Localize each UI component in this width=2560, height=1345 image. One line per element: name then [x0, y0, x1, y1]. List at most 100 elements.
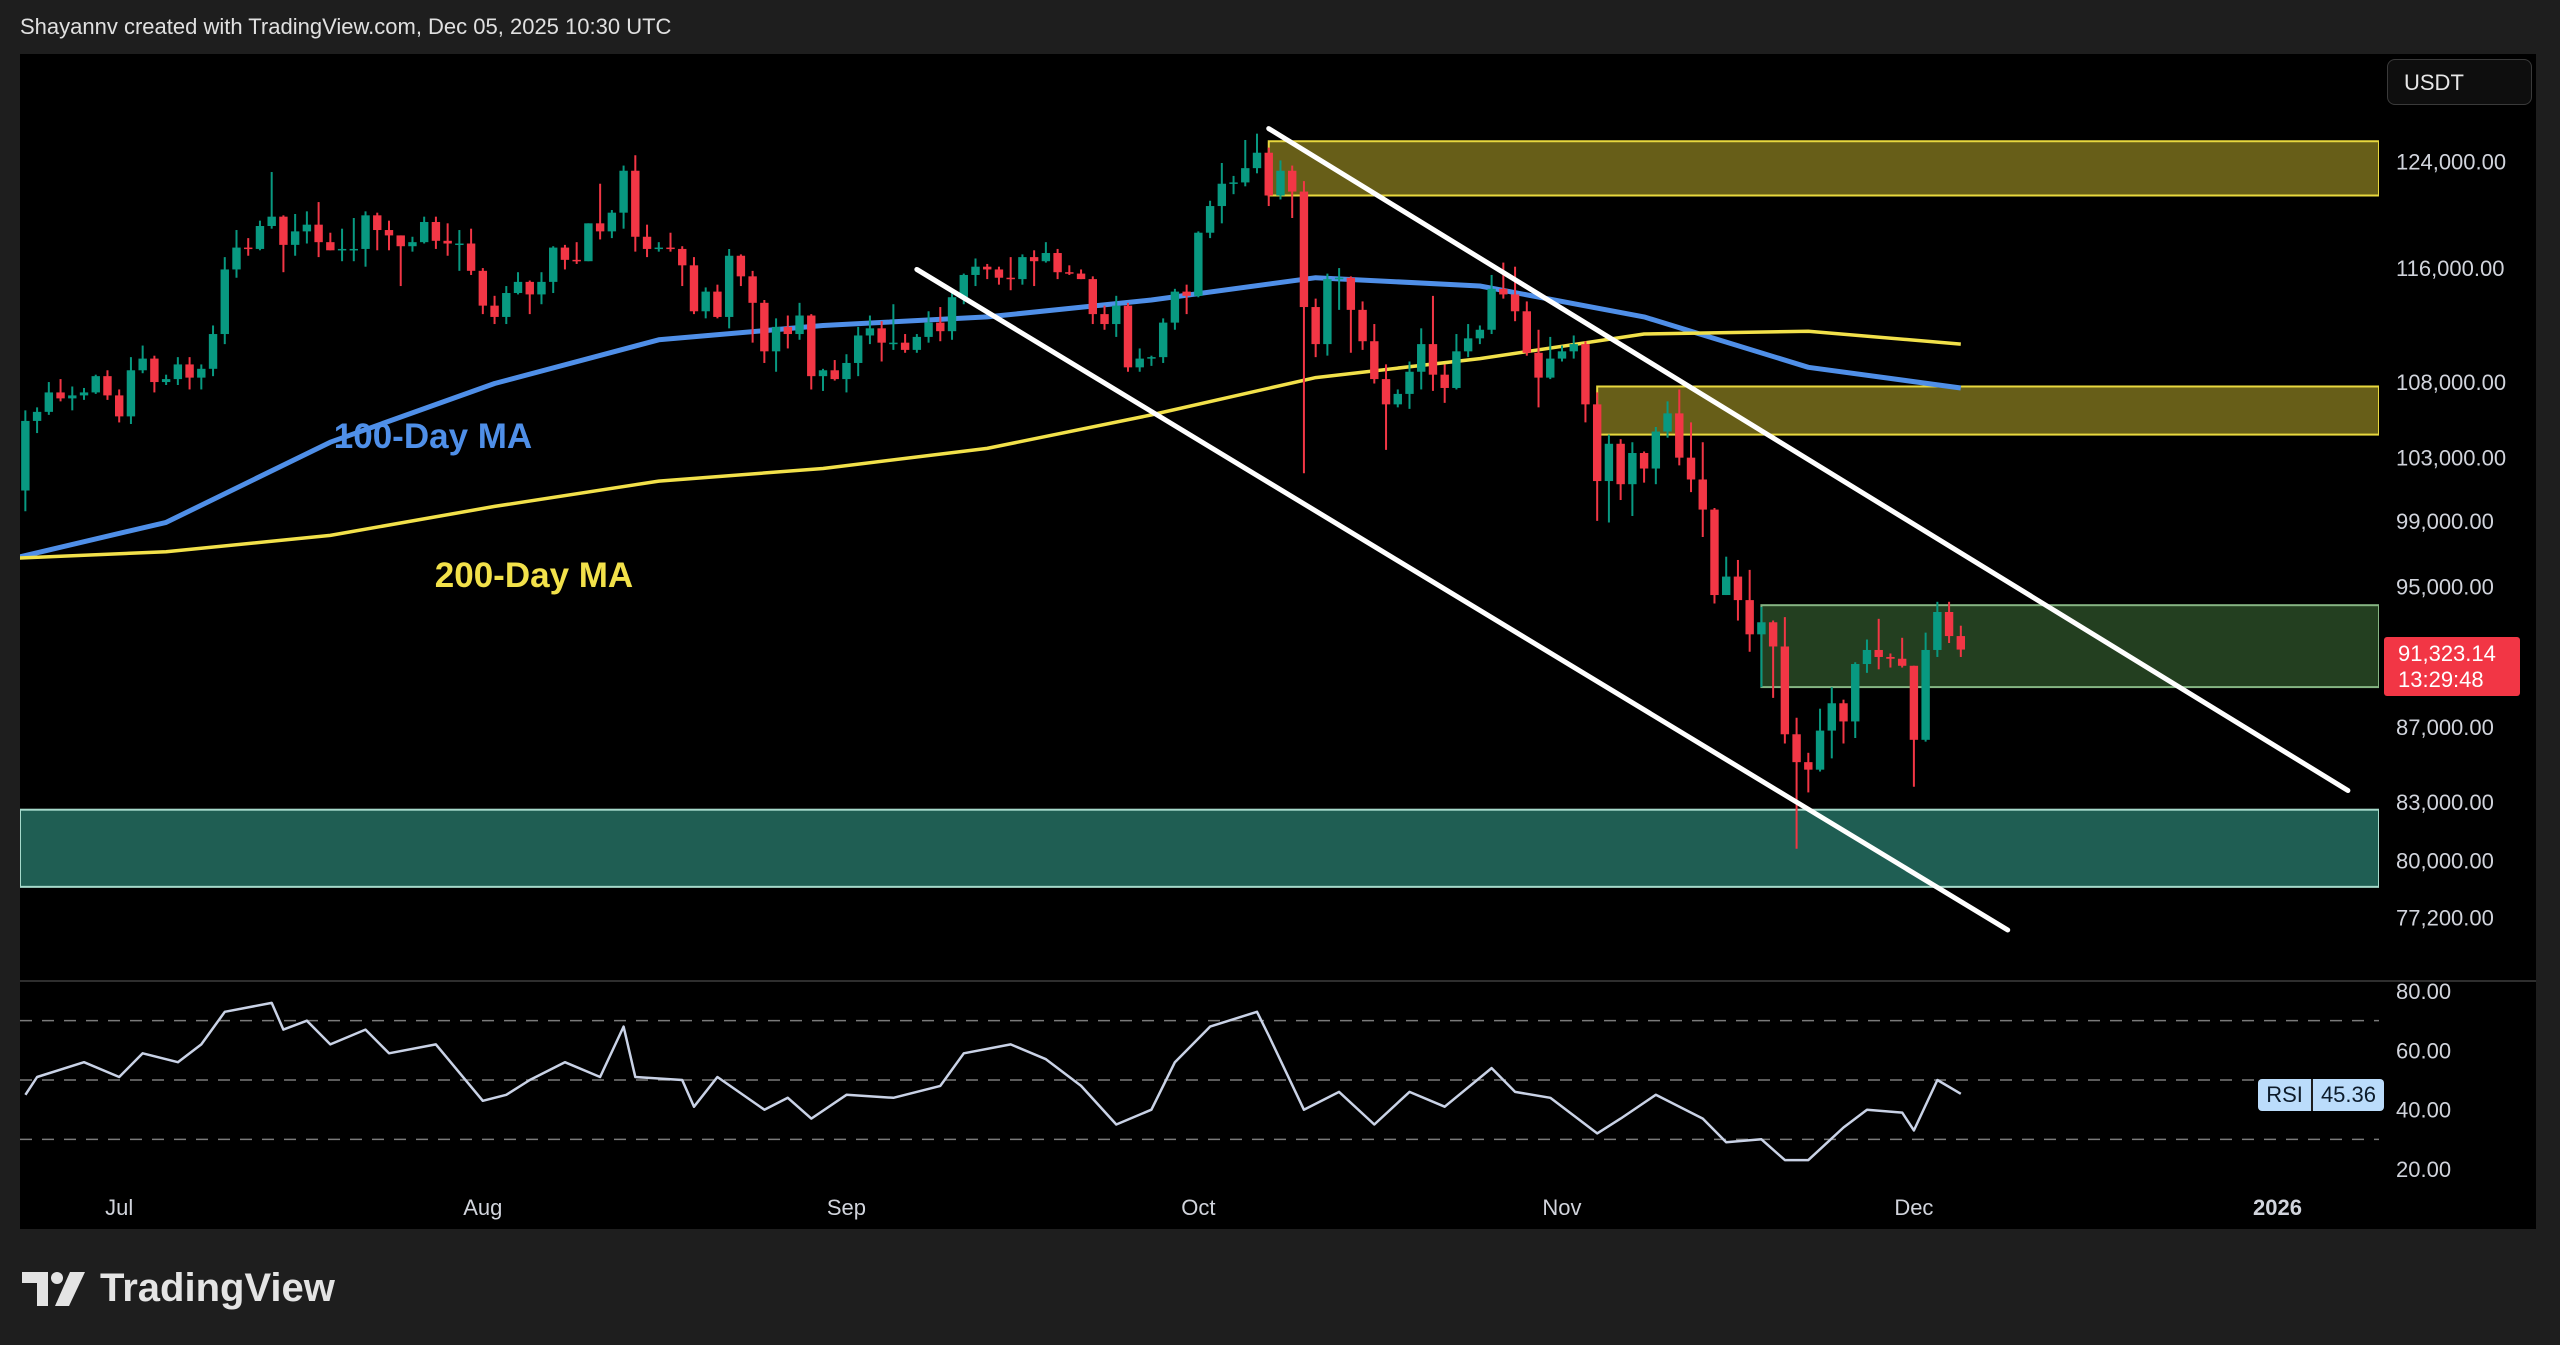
candle-down	[326, 242, 335, 251]
currency-selector[interactable]: USDT	[2387, 59, 2532, 105]
candle-down	[994, 269, 1004, 278]
candle-down	[1581, 344, 1590, 405]
candle-up	[537, 281, 546, 295]
candle-up	[1651, 431, 1661, 469]
candle-down	[314, 224, 323, 243]
candle-down	[1440, 374, 1449, 388]
candle-down	[713, 291, 722, 317]
time-tick-label: Aug	[463, 1195, 502, 1220]
supply-zone	[1596, 385, 2379, 436]
candle-down	[877, 328, 886, 343]
candle-down	[185, 364, 194, 378]
candle-down	[1065, 272, 1074, 274]
candle-down	[150, 358, 159, 383]
price-tick-label: 108,000.00	[2396, 370, 2506, 395]
candle-down	[384, 230, 394, 236]
candle-down	[1944, 612, 1954, 637]
candle-up	[419, 221, 429, 243]
price-tick-label: 99,000.00	[2396, 509, 2494, 534]
candle-down	[1675, 413, 1684, 458]
candle-down	[1499, 288, 1508, 295]
candle-up	[1757, 622, 1766, 635]
rsi-layer	[20, 1001, 2379, 1162]
price-tick-label: 87,000.00	[2396, 715, 2494, 740]
time-tick-label: Jul	[105, 1195, 133, 1220]
candle-up	[255, 226, 265, 249]
candle-down	[830, 370, 839, 380]
candle-up	[795, 315, 804, 335]
candle-up	[865, 328, 875, 336]
candle-up	[208, 334, 218, 369]
candle-up	[126, 370, 136, 417]
candle-up	[1018, 257, 1027, 280]
candle-down	[572, 259, 581, 262]
time-tick-label: Oct	[1181, 1195, 1215, 1220]
candle-down	[1428, 344, 1438, 375]
candle-down	[1053, 253, 1062, 273]
candle-up	[1158, 322, 1168, 358]
candle-up	[912, 336, 922, 350]
candle-down	[1839, 703, 1848, 722]
candle-up	[1452, 351, 1461, 388]
candle-down	[1909, 665, 1919, 740]
candle-down	[1311, 307, 1320, 345]
candle-up	[1393, 393, 1402, 405]
candle-up	[842, 362, 851, 380]
tradingview-logo[interactable]: TradingView	[22, 1266, 335, 1311]
rsi-tick-label: 60.00	[2396, 1038, 2451, 1063]
rsi-tick-label: 20.00	[2396, 1157, 2451, 1182]
candle-up	[1569, 344, 1578, 352]
candle-down	[1639, 453, 1649, 469]
channel-trendline	[1266, 126, 2351, 794]
price-tick-label: 124,000.00	[2396, 150, 2506, 175]
candle-down	[56, 392, 65, 399]
candle-up	[1112, 305, 1121, 325]
rsi-name: RSI	[2258, 1079, 2313, 1111]
candle-down	[1534, 352, 1543, 378]
candle-up	[408, 242, 417, 247]
candle-up	[1323, 279, 1332, 345]
ma200-label: 200-Day MA	[435, 556, 633, 595]
candle-up	[1663, 413, 1672, 432]
candle-down	[678, 248, 687, 266]
candle-down	[1592, 404, 1602, 482]
candle-up	[197, 368, 206, 378]
moving-averages-layer	[20, 275, 1962, 560]
candle-down	[9, 472, 17, 491]
candle-up	[138, 358, 147, 371]
channel-trendline	[914, 266, 2011, 933]
candle-up	[959, 274, 968, 298]
candle-down	[1874, 649, 1883, 657]
candle-up	[1557, 351, 1567, 359]
candle-down	[1745, 600, 1754, 635]
bar-countdown: 13:29:48	[2398, 667, 2484, 692]
candle-down	[1299, 191, 1309, 308]
candle-up	[654, 247, 663, 250]
candle-down	[1370, 341, 1379, 380]
candle-up	[21, 420, 30, 491]
candle-down	[560, 247, 570, 260]
candle-down	[1792, 734, 1801, 763]
candle-up	[701, 291, 710, 312]
candle-down	[525, 281, 534, 295]
time-tick-label: Nov	[1542, 1195, 1581, 1220]
zones-layer	[20, 140, 2379, 888]
candle-up	[232, 247, 241, 270]
candle-up	[1851, 664, 1860, 722]
candle-up	[1252, 152, 1262, 169]
candle-up	[1147, 357, 1156, 359]
candle-up	[455, 243, 464, 246]
candle-up	[1194, 232, 1203, 296]
candle-down	[478, 270, 488, 306]
logo-text: TradingView	[100, 1266, 335, 1310]
candle-down	[490, 305, 499, 317]
candle-down	[1123, 305, 1133, 368]
last-price-label: 91,323.14 13:29:48	[2384, 637, 2520, 696]
candle-down	[1029, 257, 1039, 262]
candle-up	[161, 379, 171, 383]
candle-up	[1170, 291, 1180, 323]
candle-up	[502, 293, 511, 317]
rsi-value-label: RSI 45.36	[2258, 1079, 2384, 1111]
candle-up	[337, 248, 347, 251]
